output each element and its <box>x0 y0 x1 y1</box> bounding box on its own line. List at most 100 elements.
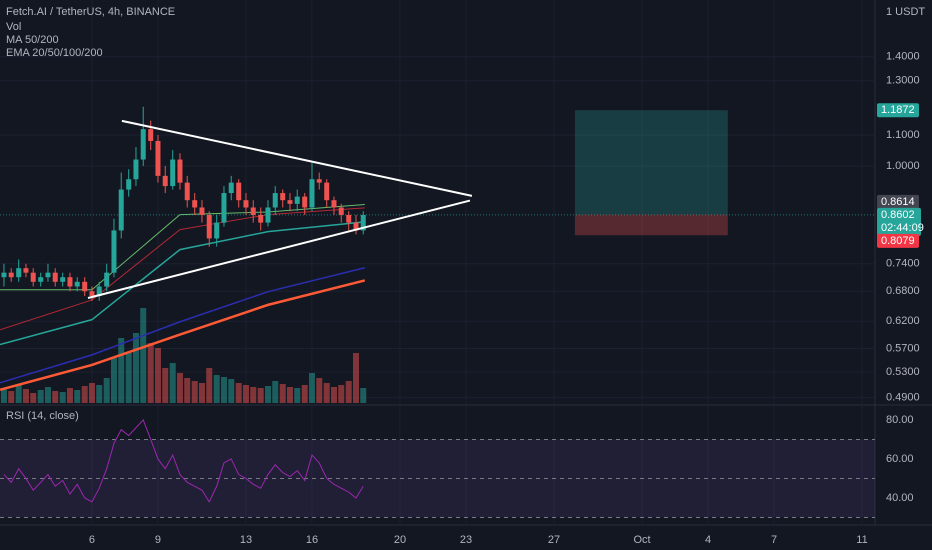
x-tick-label: 20 <box>394 534 406 546</box>
candle-body <box>89 291 95 297</box>
candle-body <box>67 277 73 287</box>
volume-bar <box>15 385 22 403</box>
candle-body <box>294 196 300 204</box>
x-tick-label: 9 <box>155 534 161 546</box>
volume-bar <box>198 383 205 403</box>
y-tick-label: 1.3000 <box>886 75 920 87</box>
candle-body <box>118 189 124 231</box>
volume-bar <box>301 385 308 403</box>
candle-body <box>258 214 264 223</box>
candle-body <box>16 268 22 278</box>
moving-average <box>0 204 365 291</box>
volume-bar <box>154 348 161 403</box>
candle-body <box>1 272 7 278</box>
volume-bar <box>74 390 81 403</box>
volume-bar <box>213 375 220 403</box>
candle-body <box>331 200 337 208</box>
volume-bar <box>308 373 315 403</box>
x-tick-label: 27 <box>548 534 560 546</box>
candle-body <box>214 222 220 239</box>
volume-bar <box>316 378 323 403</box>
target-badge: 1.1872 <box>881 104 915 116</box>
last-price-bg <box>877 207 921 236</box>
x-tick-label: Oct <box>633 534 650 546</box>
candle-body <box>199 207 205 215</box>
moving-average <box>0 267 365 384</box>
y-tick-label: 0.7400 <box>886 258 920 270</box>
candle-body <box>111 230 117 273</box>
trendline <box>121 119 473 197</box>
candle-body <box>338 207 344 215</box>
moving-average <box>0 221 365 346</box>
volume-bar <box>338 385 345 403</box>
volume-bar <box>140 308 147 403</box>
candle-body <box>184 182 190 201</box>
candle-body <box>236 182 242 201</box>
moving-average <box>0 207 365 331</box>
y-tick-label: 1.0000 <box>886 160 920 172</box>
x-tick-label: 4 <box>705 534 711 546</box>
candle-body <box>155 140 161 176</box>
volume-bar <box>147 343 154 403</box>
volume-bar <box>52 391 59 403</box>
candle-body <box>287 200 293 204</box>
y-tick-label: 0.6200 <box>886 315 920 327</box>
volume-bar <box>323 383 330 403</box>
candle-body <box>30 272 36 282</box>
candle-body <box>324 182 330 201</box>
candle-body <box>23 268 29 273</box>
labels: Fetch.AI / TetherUS, 4h, BINANCE Vol MA … <box>6 6 925 546</box>
x-tick-label: 13 <box>240 534 252 546</box>
candle-body <box>82 281 88 292</box>
volume-bar <box>235 383 242 403</box>
indicator-label: EMA 20/50/100/200 <box>6 47 103 59</box>
volume-bar <box>206 368 213 403</box>
volume-bar <box>66 388 73 403</box>
stop-badge: 0.8079 <box>881 235 915 247</box>
target-badge-bg <box>877 103 919 118</box>
volume-bar <box>352 353 359 403</box>
volume-bar <box>250 387 257 403</box>
volume-bar <box>360 388 367 403</box>
volume-bar <box>279 384 286 403</box>
volume-bar <box>96 385 103 403</box>
volume-bar <box>132 333 139 403</box>
candle-body <box>250 207 256 215</box>
volume-bar <box>37 390 44 403</box>
rsi-tick-label: 80.00 <box>886 414 914 426</box>
volume-bar <box>220 377 227 403</box>
candle-body <box>272 193 278 208</box>
candle-body <box>52 272 58 282</box>
volume-bar <box>286 387 293 403</box>
candle-body <box>206 214 212 239</box>
candle-body <box>148 129 154 141</box>
unit-label[interactable]: 1 USDT <box>886 6 925 18</box>
indicator-label: Vol <box>6 21 21 33</box>
volume-bar <box>242 385 249 403</box>
y-tick-label: 0.5700 <box>886 342 920 354</box>
candle-body <box>126 179 132 190</box>
volume-bar <box>162 368 169 403</box>
chart-title: Fetch.AI / TetherUS, 4h, BINANCE <box>6 6 175 18</box>
candle-body <box>177 159 183 183</box>
candle-body <box>74 281 80 287</box>
x-tick-label: 6 <box>89 534 95 546</box>
volume-bar <box>345 381 352 403</box>
volume-bar <box>103 378 110 403</box>
candle-body <box>170 159 176 187</box>
volume-bar <box>330 387 337 403</box>
volume-bar <box>272 381 279 403</box>
candle-body <box>265 207 271 223</box>
volume-bar <box>81 386 88 403</box>
x-tick-label: 16 <box>306 534 318 546</box>
volume-bar <box>294 388 301 403</box>
volume-bar <box>22 389 29 403</box>
candle-body <box>133 159 139 180</box>
moving-average <box>0 279 366 392</box>
x-tick-label: 11 <box>856 534 867 546</box>
y-tick-label: 0.6800 <box>886 285 920 297</box>
candle-body <box>45 272 51 278</box>
volume-bar <box>264 386 271 403</box>
volume-bar <box>176 373 183 403</box>
